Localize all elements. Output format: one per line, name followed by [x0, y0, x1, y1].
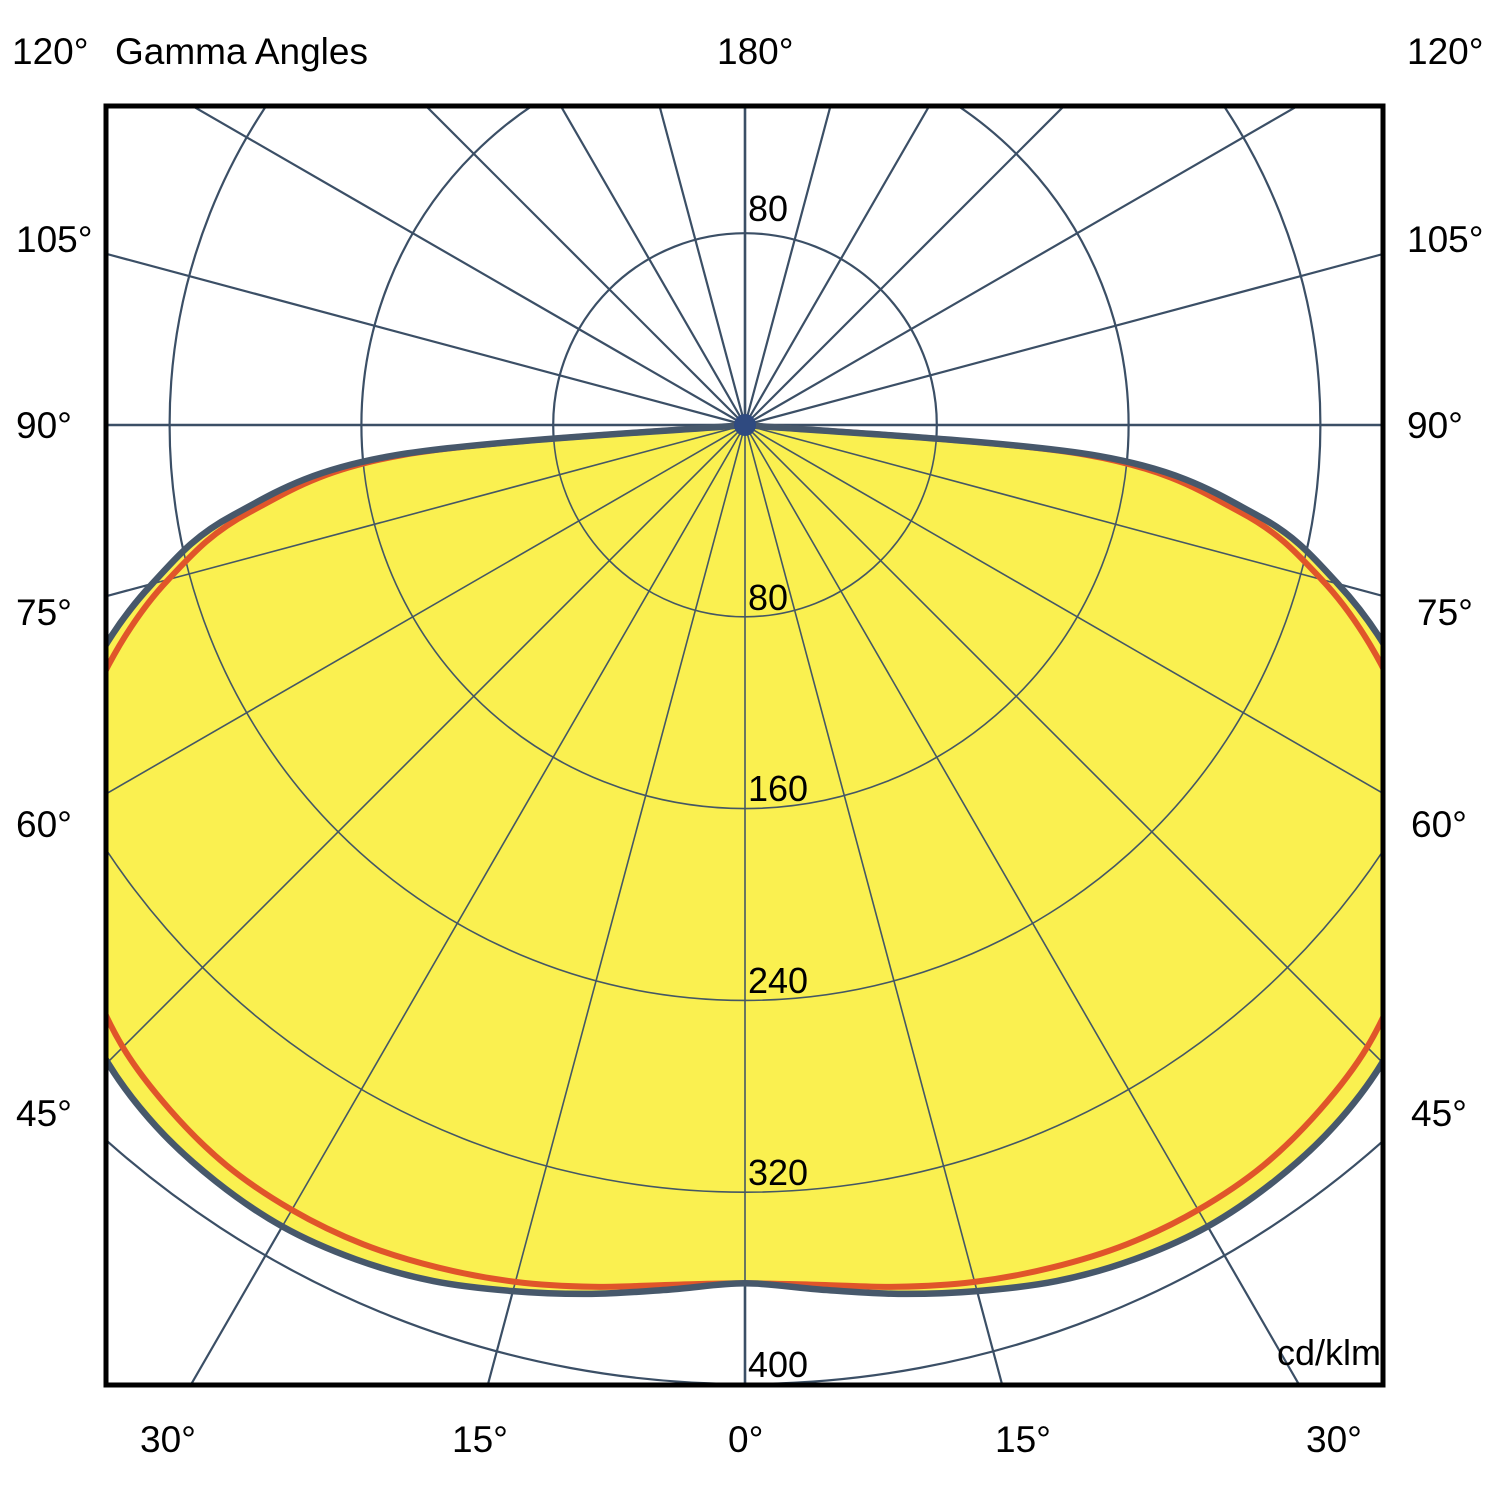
grid-spoke-225: [424, 106, 746, 426]
angle-label-bottom-15-left: 15°: [452, 1419, 508, 1460]
grid-spoke-150: [744, 106, 931, 426]
radial-label-320: 320: [748, 1152, 809, 1193]
angle-label-left-75: 75°: [16, 592, 72, 633]
angle-label-right-45: 45°: [1411, 1093, 1467, 1134]
grid-spoke-165: [743, 106, 832, 426]
angle-label-left-90: 90°: [16, 405, 72, 446]
angle-label-left-45: 45°: [16, 1093, 72, 1134]
grid-spoke-overlay-30: [744, 425, 1383, 1294]
radial-label-80: 80: [748, 577, 789, 618]
grid-spoke-overlay-330: [106, 425, 746, 1294]
angle-label-top-center: 180°: [717, 31, 794, 72]
angle-label-top-right: 120°: [1407, 31, 1484, 72]
grid-spoke-overlay-345: [304, 425, 746, 1294]
grid-spoke-overlay-45: [744, 425, 1383, 1294]
angle-label-left-105: 105°: [16, 219, 93, 260]
grid-spoke-120: [744, 106, 1300, 426]
curve-c0-c180: [106, 421, 1383, 1298]
grid-spoke-195: [658, 106, 747, 426]
grid-spoke-overlay-285: [106, 425, 746, 866]
angle-label-right-75: 75°: [1417, 592, 1473, 633]
radial-label-240: 240: [748, 960, 809, 1001]
angle-label-right-90: 90°: [1407, 405, 1463, 446]
grid-spoke-105: [744, 252, 1383, 427]
grid-spoke-240: [190, 106, 746, 426]
grid-spoke-135: [744, 106, 1066, 426]
radial-label-400: 400: [748, 1344, 809, 1385]
angle-label-bottom-30-left: 30°: [140, 1419, 196, 1460]
grid-spoke-overlay-60: [744, 425, 1383, 1276]
unit-label: cd/klm: [1277, 1332, 1382, 1373]
radial-label-80-up: 80: [748, 188, 789, 229]
chart-title: Gamma Angles: [115, 31, 368, 72]
grid-spoke-overlay-300: [106, 425, 746, 1276]
radial-label-160: 160: [748, 768, 809, 809]
angle-label-bottom-30-right: 30°: [1306, 1419, 1362, 1460]
grid-spoke-255: [106, 252, 746, 427]
angle-label-right-105: 105°: [1407, 219, 1484, 260]
grid-spoke-overlay-315: [106, 425, 746, 1294]
grid-spoke-overlay-75: [744, 425, 1383, 866]
plot-frame: [103, 103, 1386, 1388]
polar-origin-marker: [734, 414, 756, 436]
angle-label-left-60: 60°: [16, 804, 72, 845]
grid-spoke-overlay-15: [744, 425, 1186, 1294]
angle-label-bottom-0: 0°: [728, 1419, 764, 1460]
grid-spoke-210: [559, 106, 746, 426]
angle-label-top-left: 120°: [12, 31, 89, 72]
angle-label-bottom-15-right: 15°: [995, 1419, 1051, 1460]
angle-label-right-60: 60°: [1411, 804, 1467, 845]
